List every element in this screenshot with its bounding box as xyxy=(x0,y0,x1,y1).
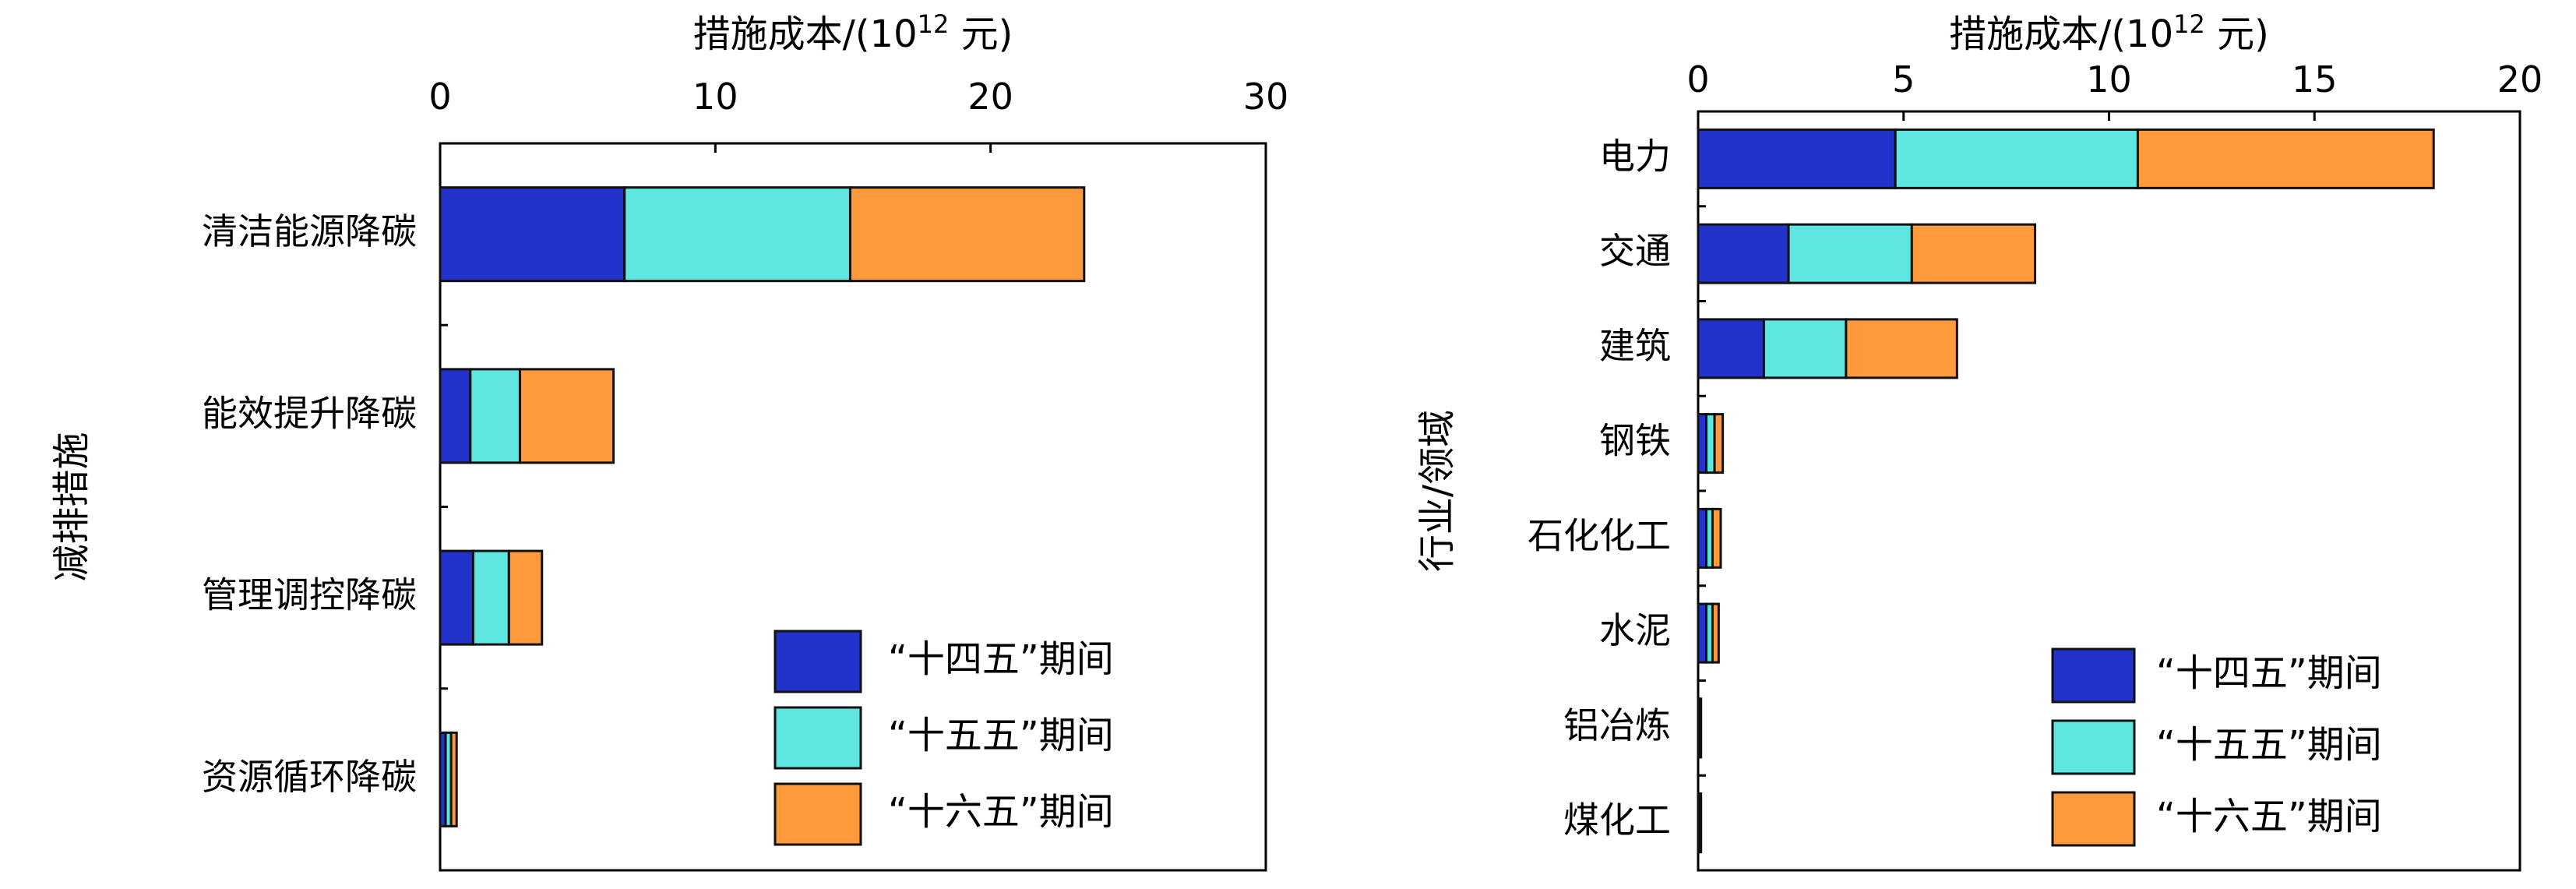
right-x-tick-label: 5 xyxy=(1892,58,1915,101)
left-bar-3 xyxy=(518,368,615,464)
right-bar-1 xyxy=(1697,128,1897,189)
right-x-axis-title: 措施成本/(1012 元) xyxy=(1949,9,2269,56)
right-bar-3 xyxy=(1711,602,1720,664)
right-bar-1 xyxy=(1697,318,1765,379)
left-legend-swatch xyxy=(774,706,862,770)
left-legend-label: “十四五”期间 xyxy=(888,637,1114,681)
right-x-tick-label: 15 xyxy=(2292,58,2338,101)
left-legend-swatch xyxy=(774,782,862,846)
right-category-label: 交通 xyxy=(1599,230,1671,272)
right-bar-2 xyxy=(1705,413,1716,474)
right-category-label: 钢铁 xyxy=(1599,420,1671,462)
right-y-axis-title: 行业/领域 xyxy=(1415,410,1459,572)
right-bar-1 xyxy=(1697,223,1790,284)
chart-left-mitigation-measures: 0 10 20 30 措施成本/(1012 元) 减排措施 清洁能源降碳能效提升降碳管理调控… xyxy=(50,9,1289,872)
right-bar-3 xyxy=(1713,413,1725,474)
left-bar-1 xyxy=(439,368,472,464)
right-legend-label: “十六五”期间 xyxy=(2156,795,2382,838)
left-category-label: 管理调控降碳 xyxy=(202,574,417,616)
right-category-label: 石化化工 xyxy=(1528,514,1671,556)
left-x-tick-label: 0 xyxy=(428,76,451,118)
right-bar-1 xyxy=(1697,413,1708,474)
right-bar-3 xyxy=(1711,507,1722,569)
left-x-tick-label: 10 xyxy=(692,76,738,118)
right-legend-swatch xyxy=(2051,791,2136,847)
right-bar-2 xyxy=(1787,223,1913,284)
right-legend-label: “十五五”期间 xyxy=(2156,723,2382,767)
right-category-label: 铝冶炼 xyxy=(1563,704,1671,746)
left-bar-2 xyxy=(469,368,521,464)
left-category-label: 清洁能源降碳 xyxy=(202,210,417,252)
left-bar-3 xyxy=(848,186,1086,283)
right-legend-swatch xyxy=(2051,647,2136,704)
right-category-label: 电力 xyxy=(1599,135,1671,177)
right-bar-3 xyxy=(1699,792,1703,854)
left-bar-1 xyxy=(439,186,626,283)
right-x-tick-label: 20 xyxy=(2497,58,2543,101)
right-bar-1 xyxy=(1697,507,1708,569)
right-bar-3 xyxy=(1910,223,2037,284)
right-category-label: 建筑 xyxy=(1599,325,1671,367)
right-bar-3 xyxy=(1699,697,1703,759)
right-bar-3 xyxy=(2136,128,2435,189)
chart-right-sectors: 0 5 10 15 20 措施成本/(1012 元) 行业/领域 电力交通建筑钢铁石化化工水泥… xyxy=(1415,9,2543,872)
right-legend-swatch xyxy=(2051,719,2136,775)
right-x-tick-label: 10 xyxy=(2086,58,2132,101)
left-bar-3 xyxy=(449,731,458,827)
right-bar-3 xyxy=(1845,318,1958,379)
right-x-tick-label: 0 xyxy=(1686,58,1709,101)
right-bar-2 xyxy=(1762,318,1848,379)
left-x-tick-label: 20 xyxy=(967,76,1013,118)
left-bar-1 xyxy=(439,549,474,646)
left-category-label: 能效提升降碳 xyxy=(202,392,417,434)
right-category-label: 水泥 xyxy=(1599,609,1671,651)
right-category-label: 煤化工 xyxy=(1563,799,1671,841)
left-bar-2 xyxy=(623,186,851,283)
left-bar-2 xyxy=(471,549,510,646)
left-legend-swatch xyxy=(774,630,862,693)
left-y-axis-title: 减排措施 xyxy=(50,432,93,581)
left-legend-label: “十六五”期间 xyxy=(888,790,1114,834)
left-x-tick-label: 30 xyxy=(1243,76,1289,118)
left-x-axis-title: 措施成本/(1012 元) xyxy=(693,9,1013,56)
left-category-label: 资源循环降碳 xyxy=(202,756,417,798)
left-legend-label: “十五五”期间 xyxy=(888,714,1114,757)
right-bar-2 xyxy=(1894,128,2139,189)
right-bar-1 xyxy=(1697,602,1708,664)
right-legend-label: “十四五”期间 xyxy=(2156,651,2382,695)
left-bar-3 xyxy=(507,549,544,646)
